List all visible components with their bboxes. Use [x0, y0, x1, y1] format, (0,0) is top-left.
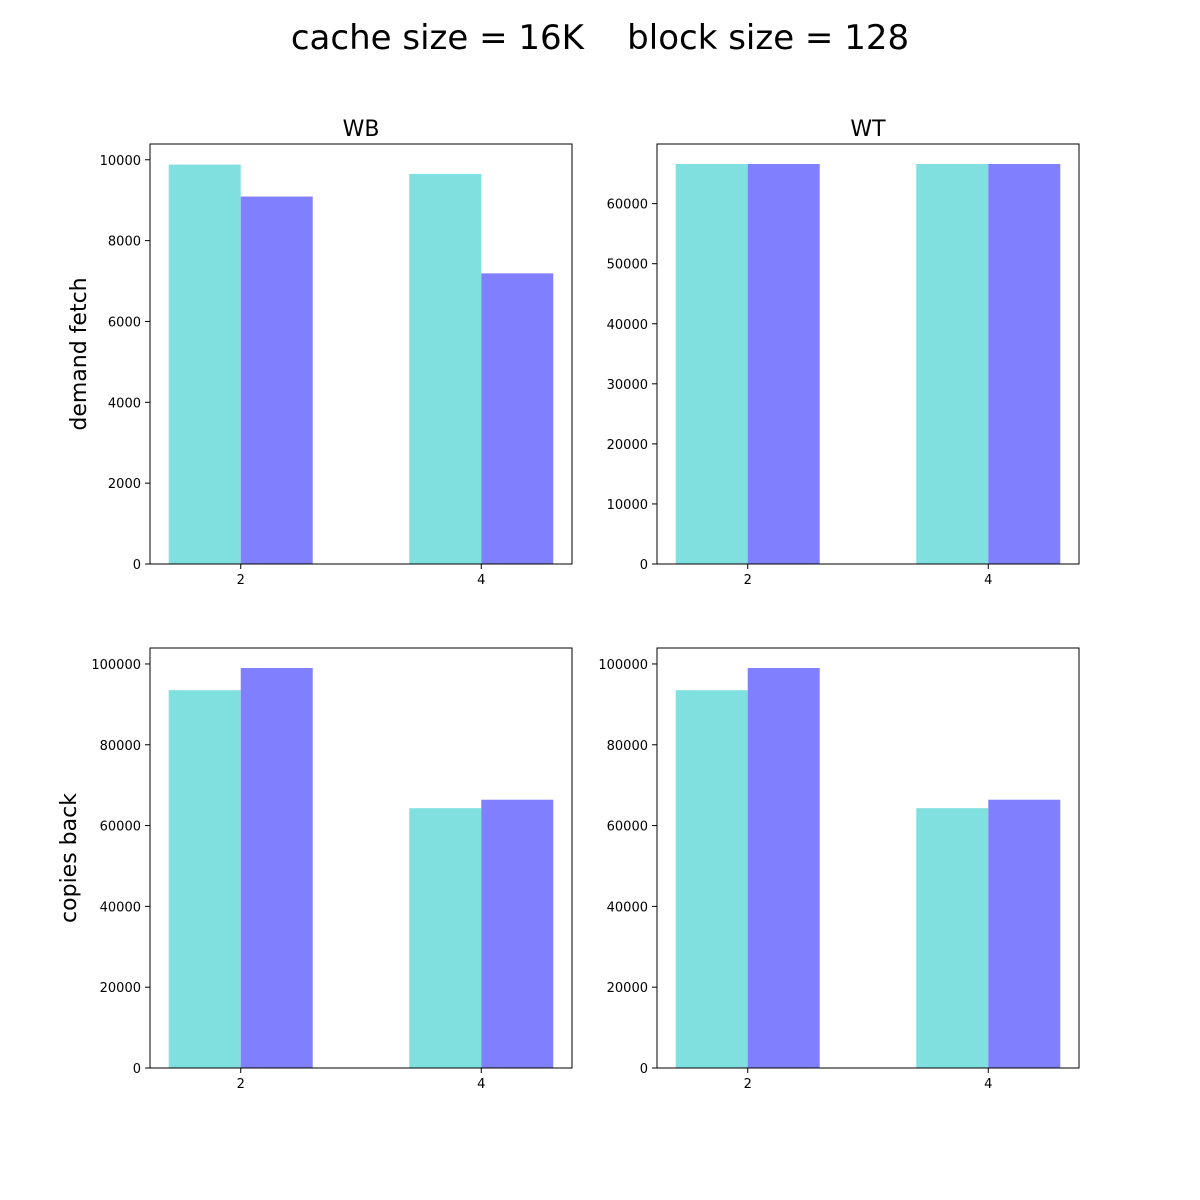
y-tick-label: 40000 [607, 900, 648, 915]
x-tick-label: 2 [744, 573, 752, 588]
chart-panel-top-right: 2 4 0 10000 20000 30000 40000 50000 60000 WT [607, 117, 1080, 588]
axes-frame [149, 647, 573, 1069]
y-tick-label: 60000 [100, 820, 141, 835]
y-axis-label: demand fetch [67, 277, 92, 430]
bar-top-right-cat4-s2 [988, 164, 1061, 564]
axes-frame [656, 143, 1080, 565]
y-tick-label: 60000 [607, 820, 648, 835]
bar-top-left-cat4-s2 [481, 273, 554, 564]
y-tick-label: 0 [640, 558, 648, 573]
y-tick-label: 10000 [100, 154, 141, 169]
y-tick-label: 20000 [100, 981, 141, 996]
x-tick-label: 2 [237, 573, 245, 588]
y-tick-label: 8000 [108, 235, 141, 250]
y-tick-label: 30000 [607, 378, 648, 393]
y-tick-label: 2000 [108, 477, 141, 492]
y-tick-label: 80000 [607, 739, 648, 754]
panel-title: WB [343, 117, 380, 142]
y-tick-label: 100000 [91, 658, 141, 673]
x-tick-label: 2 [744, 1077, 752, 1092]
chart-panel-bottom-left: 2 4 0 20000 40000 60000 80000 100000 copies back [57, 647, 573, 1092]
bar-bottom-right-cat4-s2 [988, 799, 1061, 1068]
chart-panel-bottom-right: 2 4 0 20000 40000 60000 80000 100000 [598, 647, 1080, 1092]
y-tick-label: 0 [133, 1062, 141, 1077]
y-tick-label: 50000 [607, 258, 648, 273]
y-tick-label: 40000 [100, 900, 141, 915]
y-tick-label: 80000 [100, 739, 141, 754]
bar-top-right-cat2-s1 [675, 164, 748, 564]
y-axis-label: copies back [57, 793, 82, 923]
bar-bottom-right-cat4-s1 [916, 808, 989, 1068]
chart-panel-top-left: 2 4 0 2000 4000 6000 8000 10000 WB demand fetch [67, 117, 573, 588]
axes-frame [656, 647, 1080, 1069]
bar-top-left-cat2-s2 [240, 196, 313, 564]
y-tick-label: 60000 [607, 198, 648, 213]
bar-bottom-right-cat2-s2 [747, 668, 820, 1068]
bar-top-left-cat2-s1 [168, 164, 241, 565]
y-tick-label: 0 [640, 1062, 648, 1077]
figure-title: cache size = 16K block size = 128 [290, 18, 910, 58]
y-tick-label: 0 [133, 558, 141, 573]
bar-bottom-left-cat4-s2 [481, 799, 554, 1068]
x-tick-label: 4 [984, 573, 992, 588]
y-tick-label: 40000 [607, 318, 648, 333]
y-tick-label: 100000 [598, 658, 648, 673]
bar-bottom-left-cat4-s1 [409, 808, 482, 1068]
y-tick-label: 20000 [607, 438, 648, 453]
bar-bottom-right-cat2-s1 [675, 690, 748, 1068]
x-tick-label: 4 [477, 573, 485, 588]
bar-top-right-cat4-s1 [916, 164, 989, 564]
x-tick-label: 4 [984, 1077, 992, 1092]
y-tick-label: 20000 [607, 981, 648, 996]
y-tick-label: 4000 [108, 396, 141, 411]
y-tick-label: 6000 [108, 315, 141, 330]
x-tick-label: 2 [237, 1077, 245, 1092]
y-tick-label: 10000 [607, 498, 648, 513]
panel-title: WT [850, 117, 886, 142]
bar-top-left-cat4-s1 [409, 173, 482, 564]
bar-bottom-left-cat2-s1 [168, 690, 241, 1068]
axes-frame [149, 143, 573, 565]
bar-bottom-left-cat2-s2 [240, 668, 313, 1068]
bar-top-right-cat2-s2 [747, 164, 820, 564]
x-tick-label: 4 [477, 1077, 485, 1092]
